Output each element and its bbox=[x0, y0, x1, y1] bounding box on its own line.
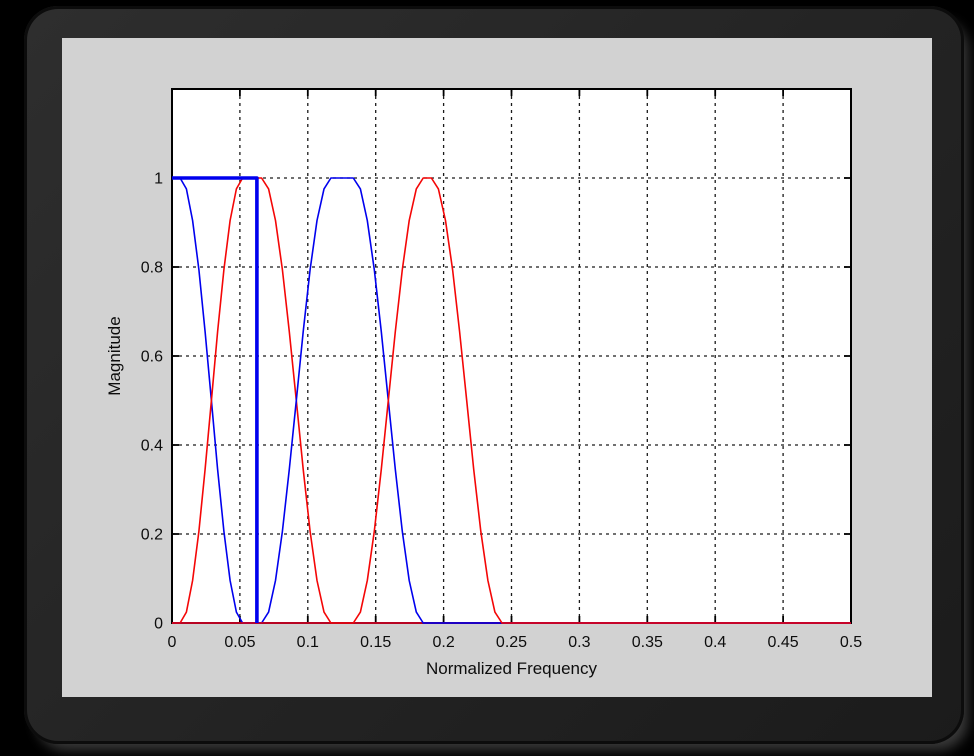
y-tick-label: 0.8 bbox=[141, 260, 163, 277]
y-tick-label: 0.4 bbox=[141, 438, 163, 455]
figure-canvas: 0 0.05 0.1 0.15 0.2 0.25 0.3 0.35 0.4 0.45 0.5 0 0.2… bbox=[62, 38, 932, 697]
y-tick-label: 0.6 bbox=[141, 349, 163, 366]
series-ideal-brickwall-filter bbox=[172, 176, 259, 623]
x-tick-label: 0.4 bbox=[704, 634, 726, 651]
magnitude-response-chart: 0 0.05 0.1 0.15 0.2 0.25 0.3 0.35 0.4 0.45 0.5 0 0.2… bbox=[105, 88, 862, 678]
x-tick-label: 0.3 bbox=[568, 634, 590, 651]
x-tick-label: 0.2 bbox=[432, 634, 454, 651]
x-tick-label: 0.25 bbox=[496, 634, 527, 651]
x-tick-label: 0.05 bbox=[224, 634, 255, 651]
y-axis-label: Magnitude bbox=[105, 316, 124, 395]
x-tick-label: 0.15 bbox=[360, 634, 391, 651]
x-axis-label: Normalized Frequency bbox=[426, 659, 598, 678]
x-tick-label: 0 bbox=[168, 634, 177, 651]
y-tick-label: 1 bbox=[154, 171, 163, 188]
y-tick-label: 0.2 bbox=[141, 527, 163, 544]
series-wavelet-band-2-response bbox=[172, 177, 851, 624]
y-tick-label: 0 bbox=[154, 616, 163, 633]
x-tick-label: 0.1 bbox=[297, 634, 319, 651]
x-tick-label: 0.35 bbox=[632, 634, 663, 651]
x-tick-label: 0.45 bbox=[768, 634, 799, 651]
picture-frame: 0 0.05 0.1 0.15 0.2 0.25 0.3 0.35 0.4 0.45 0.5 0 0.2… bbox=[24, 6, 964, 744]
x-tick-label: 0.5 bbox=[840, 634, 862, 651]
series-wavelet-band-3-response bbox=[172, 177, 851, 624]
